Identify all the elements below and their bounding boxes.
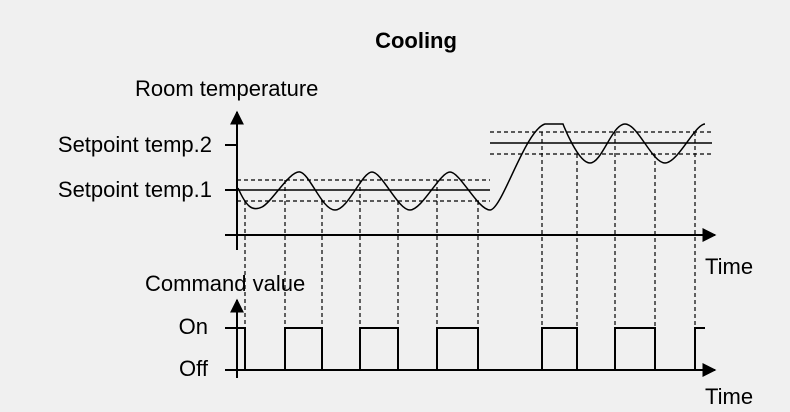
y-axis-label: Room temperature xyxy=(135,76,318,101)
setpoint-label: Setpoint temp.2 xyxy=(58,132,212,157)
switch-guides xyxy=(244,132,696,330)
temperature-curve xyxy=(237,123,706,211)
command-signal xyxy=(237,327,705,371)
title: Cooling xyxy=(375,28,457,53)
x-axis-label: Time xyxy=(705,254,753,279)
setpoint-label: Setpoint temp.1 xyxy=(58,177,212,202)
x-axis-label: Time xyxy=(705,384,753,409)
lower-axes xyxy=(225,298,717,378)
level-label: Off xyxy=(179,356,209,381)
upper-axes xyxy=(225,110,717,250)
y-axis-label: Command value xyxy=(145,271,305,296)
level-label: On xyxy=(179,314,208,339)
